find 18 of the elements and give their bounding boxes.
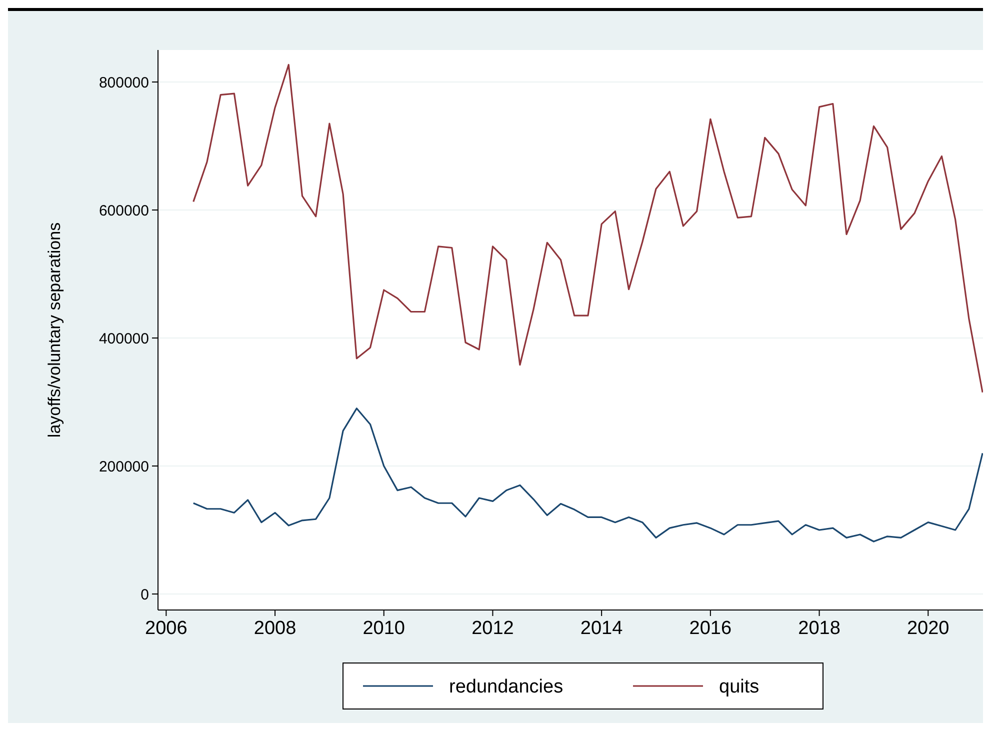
x-tick-label: 2008: [254, 618, 296, 639]
y-tick-label: 400000: [98, 330, 149, 348]
x-tick-label: 2014: [580, 618, 624, 639]
y-tick-label: 800000: [98, 74, 149, 92]
x-tick-label: 2006: [145, 618, 188, 639]
line-series: [192, 408, 983, 542]
y-tick-label: 200000: [98, 458, 149, 476]
legend-label: quits: [719, 676, 760, 698]
y-tick-label: 0: [140, 586, 149, 604]
x-tick-label: 2012: [472, 618, 514, 639]
legend-label: redundancies: [449, 676, 564, 698]
x-tick-label: 2016: [689, 618, 732, 639]
line-series: [192, 64, 983, 394]
x-tick-label: 2020: [906, 618, 950, 639]
x-tick-label: 2010: [362, 618, 406, 639]
x-tick-label: 2018: [798, 618, 840, 639]
y-axis-title: layoffs/voluntary separations: [45, 222, 64, 438]
y-tick-label: 600000: [98, 202, 149, 220]
